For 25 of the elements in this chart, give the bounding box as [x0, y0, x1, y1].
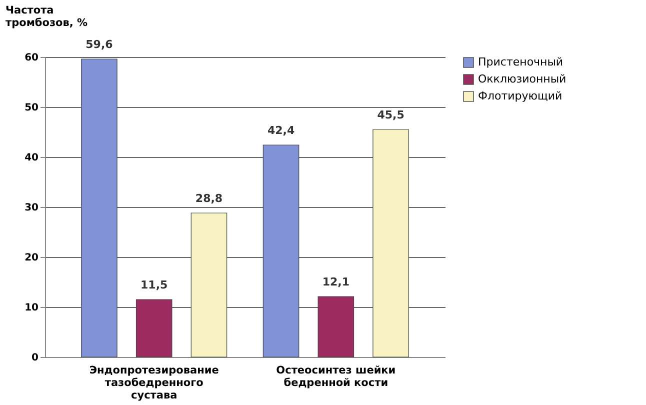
y-axis-title: Частота тромбозов, % [6, 4, 88, 29]
bar [81, 58, 118, 358]
y-tick-label: 40 [24, 152, 39, 164]
legend-label: Флотирующий [478, 90, 562, 102]
y-tick-label: 20 [24, 252, 39, 264]
bar [318, 296, 354, 358]
data-label: 28,8 [195, 192, 223, 205]
legend-label: Пристеночный [478, 56, 564, 68]
data-label: 59,6 [86, 38, 114, 51]
data-label: 42,4 [267, 124, 295, 137]
x-tick-label: Остеосинтез шейки бедренной кости [276, 364, 396, 389]
data-label: 12,1 [322, 276, 350, 288]
bar [262, 144, 300, 358]
y-tick-label: 0 [32, 352, 39, 364]
bar [372, 129, 409, 358]
bar [190, 212, 228, 358]
y-tick-label: 50 [24, 102, 39, 114]
y-tick-label: 60 [24, 52, 39, 64]
data-label: 45,5 [377, 108, 404, 122]
y-tick-label: 30 [24, 202, 39, 214]
legend-label: Окклюзионный [478, 72, 566, 86]
data-label: 11,5 [140, 278, 168, 292]
y-tick-label: 10 [24, 302, 39, 314]
x-tick-label: Эндопротезирование тазобедренного сустава [89, 364, 219, 402]
bar [136, 299, 172, 358]
